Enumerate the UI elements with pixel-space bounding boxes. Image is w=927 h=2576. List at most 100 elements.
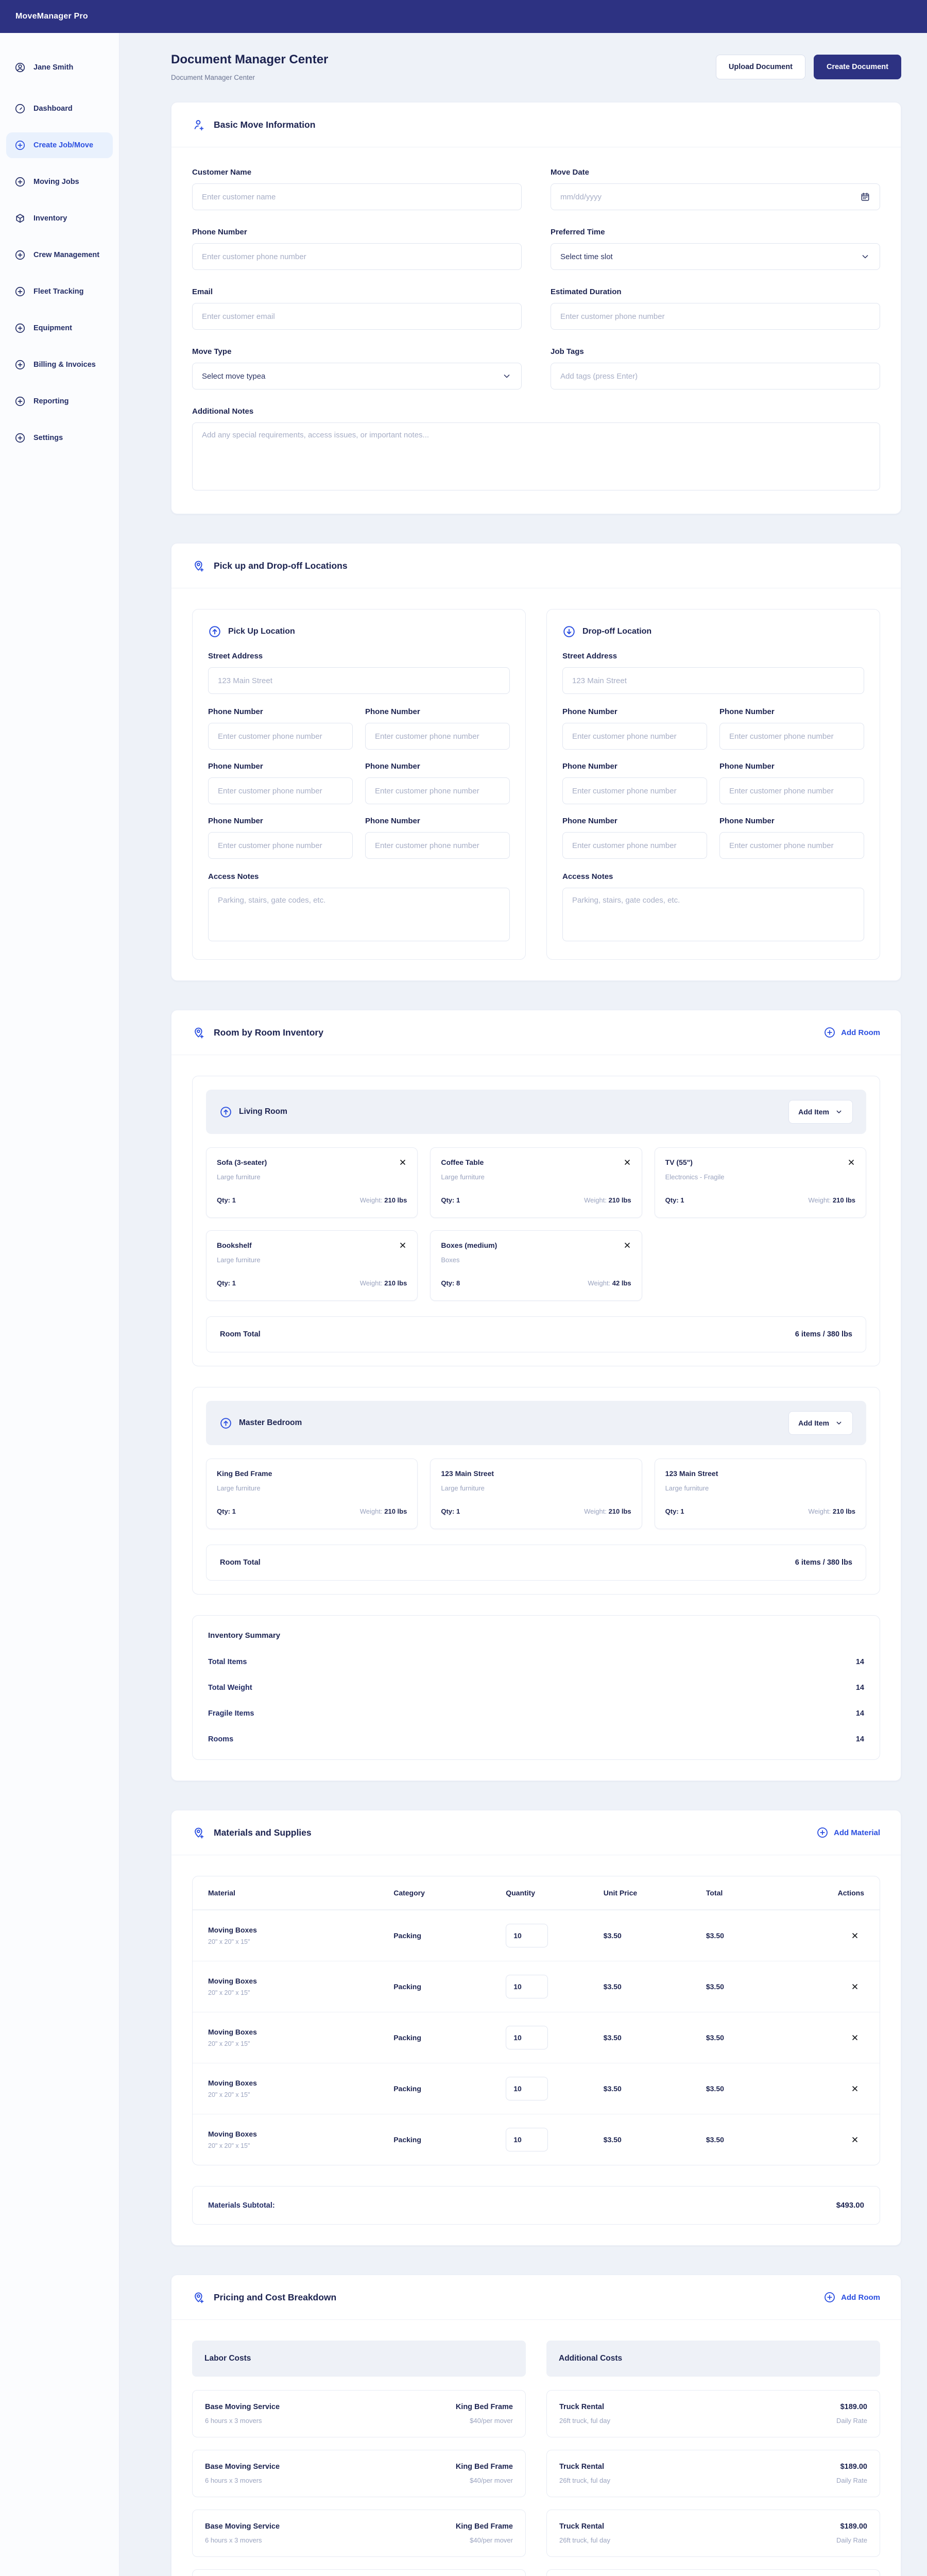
pickup-access-textarea[interactable] (208, 888, 510, 941)
inventory-item-card: King Bed Frame Large furniture Qty: 1 We… (206, 1459, 418, 1529)
plus-circle-icon (823, 2291, 836, 2303)
move-type-select[interactable]: Select move typea (192, 363, 522, 389)
dropoff-title: Drop-off Location (582, 627, 652, 636)
quantity-input[interactable] (506, 2077, 548, 2100)
user-plus-icon (192, 118, 205, 131)
chevron-down-icon (835, 1419, 843, 1427)
sidebar-user[interactable]: Jane Smith (6, 55, 113, 80)
section-basic-move-info: Basic Move Information Customer Name Mov… (171, 102, 901, 514)
remove-material-button[interactable] (851, 1982, 859, 1991)
section-inventory: Room by Room Inventory Add Room Living R (171, 1010, 901, 1781)
plus-circle-icon (14, 396, 26, 407)
dropoff-phone-input[interactable] (562, 723, 707, 750)
pickup-phone-input[interactable] (365, 777, 510, 804)
quantity-input[interactable] (506, 2026, 548, 2049)
remove-item-button[interactable] (847, 1158, 855, 1166)
map-pin-plus-icon (192, 1826, 205, 1839)
pickup-phone-input[interactable] (208, 723, 353, 750)
sidebar-item-settings[interactable]: Settings (6, 425, 113, 451)
remove-material-button[interactable] (851, 2033, 859, 2042)
section-title-basic: Basic Move Information (214, 119, 316, 130)
materials-subtotal-bar: Materials Subtotal: $493.00 (192, 2186, 880, 2225)
sidebar-item-billing[interactable]: Billing & Invoices (6, 352, 113, 378)
quantity-input[interactable] (506, 2128, 548, 2151)
move-type-label: Move Type (192, 347, 232, 356)
sidebar-item-dashboard[interactable]: Dashboard (6, 96, 113, 122)
add-material-button[interactable]: Add Material (816, 1826, 880, 1839)
upload-document-button[interactable]: Upload Document (715, 55, 805, 79)
additional-notes-label: Additional Notes (192, 407, 254, 416)
map-pin-plus-icon (192, 1026, 205, 1039)
dropoff-phone-input[interactable] (719, 723, 864, 750)
room-total-bar: Room Total 6 items / 380 lbs (206, 1545, 866, 1581)
sidebar-user-name: Jane Smith (33, 63, 74, 72)
job-tags-label: Job Tags (551, 347, 584, 356)
add-room-button[interactable]: Add Room (823, 2291, 880, 2303)
preferred-time-label: Preferred Time (551, 228, 605, 236)
move-date-input[interactable]: mm/dd/yyyy (551, 183, 880, 210)
dropoff-street-input[interactable] (562, 667, 864, 694)
pickup-street-input[interactable] (208, 667, 510, 694)
remove-material-button[interactable] (851, 2084, 859, 2093)
sidebar-item-equipment[interactable]: Equipment (6, 315, 113, 341)
sidebar-item-inventory[interactable]: Inventory (6, 206, 113, 231)
inventory-item-card: TV (55") Electronics - Fragile Qty: 1 We… (654, 1147, 866, 1218)
remove-item-button[interactable] (623, 1158, 631, 1166)
sidebar: Jane Smith Dashboard Create Job/Move Mov… (0, 33, 119, 2576)
add-room-button[interactable]: Add Room (823, 1026, 880, 1039)
pickup-phone-input[interactable] (208, 777, 353, 804)
quantity-input[interactable] (506, 1924, 548, 1947)
quantity-input[interactable] (506, 1975, 548, 1998)
labor-cost-card: Base Moving Service 6 hours x 3 movers Ki… (192, 2450, 526, 2497)
map-pin-plus-icon (192, 2291, 205, 2304)
dropoff-access-textarea[interactable] (562, 888, 864, 941)
brand-logo: MoveManager Pro (15, 12, 88, 21)
room-card-master-bedroom: Master Bedroom Add Item King Bed Frame L… (192, 1387, 880, 1595)
dropoff-location-card: Drop-off Location Street Address Phone N… (546, 609, 880, 960)
sidebar-item-crew-management[interactable]: Crew Management (6, 242, 113, 268)
pickup-access-label: Access Notes (208, 872, 259, 881)
sidebar-item-reporting[interactable]: Reporting (6, 388, 113, 414)
remove-material-button[interactable] (851, 1931, 859, 1940)
remove-item-button[interactable] (623, 1241, 631, 1249)
remove-item-button[interactable] (399, 1158, 407, 1166)
chevron-down-icon (860, 251, 870, 262)
section-title-locations: Pick up and Drop-off Locations (214, 560, 348, 571)
phone-number-input[interactable] (192, 243, 522, 270)
job-tags-input[interactable] (551, 363, 880, 389)
email-input[interactable] (192, 303, 522, 330)
pickup-phone-input[interactable] (208, 832, 353, 859)
section-materials: Materials and Supplies Add Material Mate… (171, 1810, 901, 2246)
add-item-button[interactable]: Add Item (788, 1100, 853, 1124)
inventory-item-card: Boxes (medium) Boxes Qty: 8 Weight: 42 l… (430, 1230, 642, 1301)
labor-costs-column: Labor Costs Base Moving Service 6 hours x… (192, 2341, 526, 2576)
dropoff-phone-input[interactable] (562, 832, 707, 859)
estimated-duration-input[interactable] (551, 303, 880, 330)
plus-circle-icon (14, 432, 26, 444)
remove-material-button[interactable] (851, 2136, 859, 2144)
pickup-phone-input[interactable] (365, 832, 510, 859)
create-document-button[interactable]: Create Document (813, 55, 901, 79)
labor-subtotal-card: Labor Subtotal King Bed Frame (192, 2569, 526, 2576)
additional-notes-textarea[interactable] (192, 422, 880, 490)
arrow-up-circle-icon (208, 625, 221, 638)
add-item-button[interactable]: Add Item (788, 1411, 853, 1435)
dropoff-phone-input[interactable] (562, 777, 707, 804)
sidebar-item-moving-jobs[interactable]: Moving Jobs (6, 169, 113, 195)
estimated-duration-label: Estimated Duration (551, 287, 622, 296)
user-circle-icon (14, 62, 26, 73)
remove-item-button[interactable] (399, 1241, 407, 1249)
preferred-time-select[interactable]: Select time slot (551, 243, 880, 270)
labor-cost-card: Base Moving Service 6 hours x 3 movers Ki… (192, 2510, 526, 2557)
dropoff-phone-input[interactable] (719, 832, 864, 859)
dropoff-phone-input[interactable] (719, 777, 864, 804)
pickup-phone-input[interactable] (365, 723, 510, 750)
customer-name-input[interactable] (192, 183, 522, 210)
plus-circle-icon (823, 1026, 836, 1039)
sidebar-item-create-job[interactable]: Create Job/Move (6, 132, 113, 158)
arrow-up-circle-icon (219, 1106, 232, 1118)
sidebar-item-fleet-tracking[interactable]: Fleet Tracking (6, 279, 113, 304)
